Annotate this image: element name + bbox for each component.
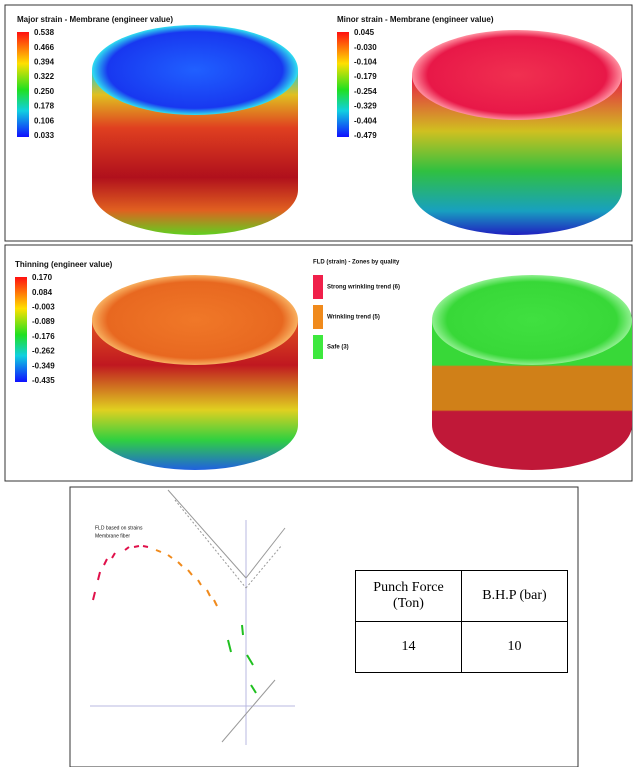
fld-points [156, 550, 217, 606]
fld-points [93, 546, 148, 600]
fld-legend: Membrane fiber [95, 533, 130, 539]
zone-label: Safe (3) [327, 345, 349, 351]
zone-label: Strong wrinkling trend (6) [327, 285, 400, 291]
zone-swatch [313, 305, 323, 329]
panel-title: FLD (strain) - Zones by quality [313, 260, 400, 266]
cylinder-top [92, 275, 298, 365]
legend-label: -0.003 [32, 303, 55, 312]
legend-label: 0.170 [32, 273, 53, 282]
legend-label: -0.404 [354, 116, 377, 125]
legend-label: -0.479 [354, 131, 377, 140]
legend-label: 0.084 [32, 288, 53, 297]
legend-label: -0.349 [32, 361, 55, 370]
fld-curve [222, 680, 275, 742]
color-bar [15, 277, 27, 382]
legend-label: 0.322 [34, 72, 55, 81]
color-bar [337, 32, 349, 137]
zone-swatch [313, 335, 323, 359]
legend-label: 0.045 [354, 28, 375, 37]
legend-label: 0.106 [34, 116, 55, 125]
legend-label: 0.466 [34, 43, 55, 52]
panel-title: Thinning (engineer value) [15, 260, 113, 269]
panel-title: Major strain - Membrane (engineer value) [17, 15, 173, 24]
fld-legend: FLD based on strains [95, 525, 143, 531]
legend-label: 0.033 [34, 131, 55, 140]
legend-label: -0.089 [32, 317, 55, 326]
legend-label: 0.178 [34, 102, 55, 111]
legend-label: -0.262 [32, 347, 55, 356]
legend-label: -0.179 [354, 72, 377, 81]
cylinder-top [412, 30, 622, 120]
legend-label: 0.394 [34, 58, 55, 67]
legend-label: 0.250 [34, 87, 55, 96]
legend-label: -0.104 [354, 58, 377, 67]
table-header: Punch Force (Ton) [356, 571, 462, 622]
fld-curve [175, 500, 246, 588]
fld-curve [246, 545, 282, 588]
legend-label: -0.176 [32, 332, 55, 341]
table-cell: 10 [462, 622, 568, 673]
legend-label: -0.030 [354, 43, 377, 52]
legend-label: 0.538 [34, 28, 55, 37]
cylinder-top [432, 275, 632, 365]
cylinder-top [92, 25, 298, 115]
legend-label: -0.254 [354, 87, 377, 96]
fld-points [228, 625, 256, 693]
table-header: B.H.P (bar) [462, 571, 568, 622]
fld-curve [246, 528, 285, 578]
legend-label: -0.435 [32, 376, 55, 385]
zone-label: Wrinkling trend (5) [327, 315, 380, 321]
page: Major strain - Membrane (engineer value)… [0, 0, 633, 767]
color-bar [17, 32, 29, 137]
zone-swatch [313, 275, 323, 299]
panel-title: Minor strain - Membrane (engineer value) [337, 15, 494, 24]
table-cell: 14 [356, 622, 462, 673]
legend-label: -0.329 [354, 102, 377, 111]
